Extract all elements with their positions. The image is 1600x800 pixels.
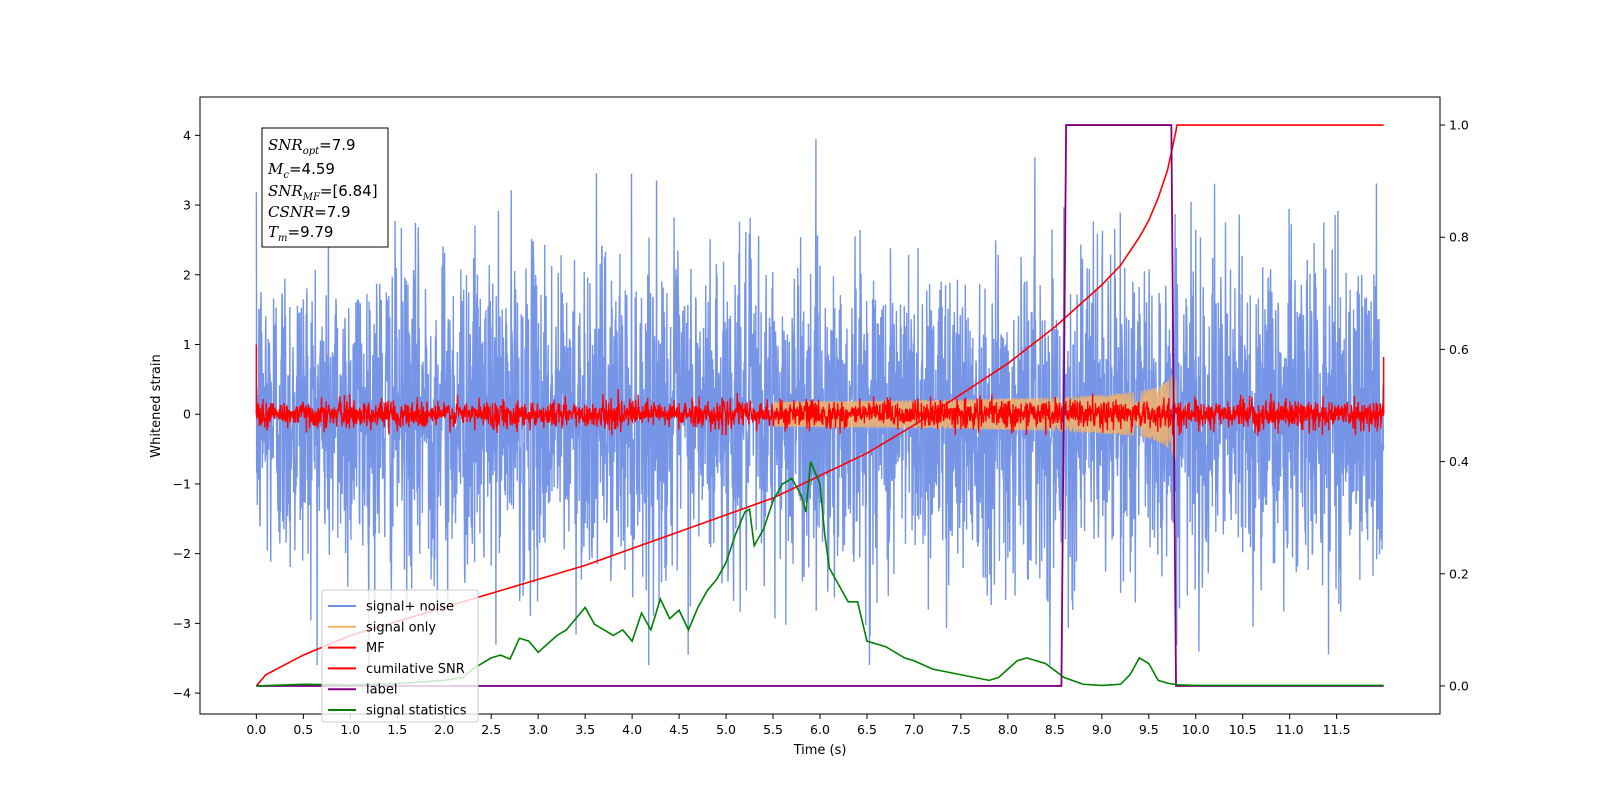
- x-tick-label: 4.5: [669, 722, 689, 737]
- y-tick-label-right: 0.4: [1449, 454, 1469, 469]
- legend-frame: [321, 589, 479, 723]
- annotation-snr-mf: SNRMF=[6.84]: [268, 182, 378, 203]
- x-tick-label: 1.0: [340, 722, 360, 737]
- x-tick-label: 1.5: [387, 722, 407, 737]
- y-tick-label-right: 0.0: [1449, 678, 1469, 693]
- x-tick-label: 11.0: [1276, 722, 1304, 737]
- annotation-csnr: CSNR=7.9: [268, 203, 351, 221]
- x-tick-label: 0.5: [293, 722, 313, 737]
- series-signal-statistics: [256, 461, 1384, 687]
- x-tick-label: 8.5: [1045, 722, 1065, 737]
- x-tick-label: 11.5: [1323, 722, 1351, 737]
- x-tick-label: 6.0: [810, 722, 830, 737]
- annotation-snr-opt: SNRopt=7.9: [268, 136, 356, 157]
- legend-label: signal+ noise: [366, 600, 454, 615]
- x-tick-label: 5.0: [716, 722, 736, 737]
- legend-label: MF: [366, 641, 385, 656]
- y-tick-label-left: −3: [173, 616, 191, 631]
- y-tick-label-right: 0.6: [1449, 342, 1469, 357]
- y-tick-label-left: 4: [183, 128, 191, 143]
- y-tick-label-left: −4: [173, 686, 191, 701]
- x-tick-label: 8.0: [998, 722, 1018, 737]
- x-tick-label: 7.0: [904, 722, 924, 737]
- annotation-tm: Tm=9.79: [268, 223, 333, 244]
- series-mf: [255, 388, 1385, 436]
- x-ticks: 0.0 0.5 1.0 1.5 2.0 2.5 3.0 3.5 4.0 4.5 5.0 5.5 6.0 6…: [246, 714, 1351, 737]
- y-tick-label-left: 0: [183, 407, 191, 422]
- y-tick-label-left: 1: [183, 337, 191, 352]
- x-tick-label: 9.0: [1092, 722, 1112, 737]
- annotation-mc: Mc=4.59: [267, 160, 335, 181]
- y-ticks-right: 1.0 0.8 0.6 0.4 0.2 0.0: [1440, 118, 1469, 693]
- x-tick-label: 0.0: [246, 722, 266, 737]
- x-tick-label: 2.5: [481, 722, 501, 737]
- x-tick-label: 10.0: [1182, 722, 1210, 737]
- x-tick-label: 5.5: [763, 722, 783, 737]
- y-tick-label-left: −1: [173, 476, 191, 491]
- y-tick-label-right: 1.0: [1449, 118, 1469, 133]
- x-tick-label: 9.5: [1139, 722, 1159, 737]
- legend-label: label: [366, 683, 397, 698]
- x-tick-label: 3.0: [528, 722, 548, 737]
- x-tick-label: 7.5: [951, 722, 971, 737]
- x-tick-label: 4.0: [622, 722, 642, 737]
- y-tick-label-left: −2: [173, 546, 191, 561]
- annotation-box: SNRopt=7.9 Mc=4.59 SNRMF=[6.84] CSNR=7.9…: [261, 127, 389, 248]
- series-signal-noise: [255, 139, 1385, 666]
- x-axis-label: Time (s): [793, 743, 847, 758]
- y-tick-label-right: 0.2: [1449, 566, 1469, 581]
- y-tick-label-right: 0.8: [1449, 230, 1469, 245]
- legend-label: signal statistics: [366, 704, 467, 719]
- y-ticks-left: 4 3 2 1 0 −1 −2 −3 −4: [173, 128, 200, 701]
- legend-label: signal only: [366, 620, 436, 635]
- y-axis-label: Whitened strain: [149, 354, 164, 457]
- x-tick-label: 2.0: [434, 722, 454, 737]
- x-tick-label: 6.5: [857, 722, 877, 737]
- x-tick-label: 10.5: [1229, 722, 1257, 737]
- legend-label: cumilative SNR: [366, 662, 465, 677]
- x-tick-label: 3.5: [575, 722, 595, 737]
- y-tick-label-left: 3: [183, 198, 191, 213]
- legend: signal+ noise signal only MF cumilative SNR…: [321, 589, 479, 723]
- y-tick-label-left: 2: [183, 267, 191, 282]
